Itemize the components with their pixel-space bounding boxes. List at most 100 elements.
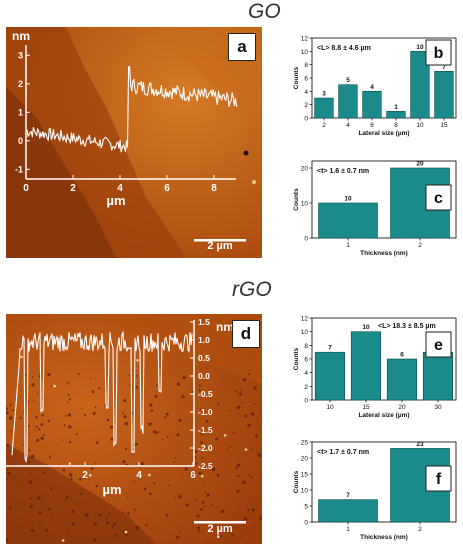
profile-ytick-label: 1.5: [198, 317, 210, 327]
bar-value-label: 6: [400, 352, 404, 359]
go-title: GO: [248, 0, 281, 23]
profile-ytick-label: 3: [18, 50, 23, 60]
afm-image-go: 3 2 1 0 -1 0 2 4 6 8 µm nm 2 µm a: [6, 27, 262, 258]
xtick-label: 6: [370, 122, 374, 129]
xtick-label: 2: [322, 122, 326, 129]
ytick-label: 20: [301, 166, 309, 173]
profile-y-axis-label: nm: [216, 320, 234, 334]
xtick-label: 20: [398, 404, 406, 411]
profile-ytick-label: 0: [18, 136, 23, 146]
xtick-label: 1: [346, 242, 350, 249]
histogram-lateral-size-rgo: 0246810127101015620730Lateral size (µm)C…: [290, 312, 460, 422]
histogram-thickness-rgo: 0 5 10 15 20 25 7 1 23 2 Thickness (nm) Counts <t> 1…: [290, 436, 460, 544]
bar-value-label: 10: [416, 44, 424, 51]
bar-value-label: 3: [322, 91, 326, 98]
y-axis-label: Counts: [293, 347, 300, 370]
profile-ytick-label: -2.0: [198, 443, 213, 453]
rgo-title: rGO: [232, 278, 272, 301]
panel-label-box: [425, 465, 452, 492]
mean-annotation: <L> 8.8 ± 4.6 µm: [317, 45, 371, 52]
profile-ytick-label: -1.5: [198, 425, 213, 435]
ytick-label: 0: [304, 398, 308, 405]
profile-ytick-label: 0.0: [198, 371, 210, 381]
mean-annotation: <t> 1.7 ± 0.7 nm: [317, 449, 369, 456]
ytick-label: 0: [304, 236, 308, 243]
afm-topography-rgo: 1.51.00.50.0-0.5-1.0-1.5-2.0-2.52 4 6µmnm …: [6, 314, 262, 544]
profile-ytick-label: 2: [18, 79, 23, 89]
ytick-label: 10: [301, 201, 309, 208]
panel-label-d: d: [232, 320, 260, 348]
ytick-label: 4: [304, 89, 308, 96]
mean-annotation: <t> 1.6 ± 0.7 nm: [317, 168, 369, 175]
xtick-label: 30: [434, 404, 442, 411]
histogram-bar: [362, 90, 382, 119]
x-axis-label: Thickness (nm): [360, 534, 408, 541]
bar-value-label: 4: [370, 84, 374, 91]
xtick-label: 10: [416, 122, 424, 129]
histogram-bar: [350, 331, 382, 401]
ytick-label: 15: [301, 472, 309, 479]
ytick-label: 2: [304, 384, 308, 391]
bar-value-label: 5: [346, 77, 350, 84]
ytick-label: 20: [301, 456, 309, 463]
profile-axes-rgo: 1.5 1.0 0.5 0.0 -0.5 -1.0 -1.5 -2.0 -2.5 2 4 6 µm nm: [6, 317, 234, 497]
bar-value-label: 7: [346, 492, 350, 499]
plot-frame: [311, 160, 457, 239]
panel-label-box: [425, 39, 452, 66]
scalebar-go: [194, 239, 246, 242]
panel-label-box: [425, 184, 452, 211]
scalebar-rgo: [194, 521, 246, 524]
mean-annotation: <L> 18.3 ± 8.5 µm: [378, 323, 436, 330]
histogram-bar: [338, 84, 358, 119]
histogram-thickness-go: 0 10 20 10 1 20 2 Thickness (nm) Counts <t> 1.6 ±…: [290, 155, 460, 260]
bar-value-label: 10: [344, 196, 352, 203]
y-axis-label: Counts: [293, 470, 300, 493]
histogram-bar: [422, 351, 453, 401]
histogram-bar: [318, 202, 378, 239]
ytick-label: 0: [304, 520, 308, 527]
profile-xtick-label: 4: [117, 183, 123, 194]
histogram-bar: [386, 111, 406, 119]
profile-ytick-label: -1.0: [198, 407, 213, 417]
bar-value-label: 10: [362, 324, 370, 331]
y-axis-label: Counts: [293, 188, 300, 211]
xtick-label: 2: [418, 526, 422, 533]
ytick-label: 10: [301, 329, 309, 336]
histogram-bar: [434, 70, 454, 119]
ytick-label: 0: [304, 116, 308, 123]
profile-xtick-label: 2: [70, 183, 76, 194]
bar-value-label: 23: [416, 441, 424, 448]
profile-xtick-label: 4: [136, 470, 142, 481]
x-axis-label: Thickness (nm): [360, 250, 408, 257]
xtick-label: 15: [362, 404, 370, 411]
afm-speckles-rgo: [6, 355, 262, 544]
profile-y-axis-label: nm: [12, 29, 30, 43]
scalebar-label-rgo: 2 µm: [207, 523, 233, 535]
panel-label: e: [434, 337, 443, 354]
profile-xtick-label: 8: [211, 183, 217, 194]
profile-x-axis-label: µm: [106, 193, 125, 208]
ytick-label: 8: [304, 343, 308, 350]
bar-value-label: 1: [394, 104, 398, 111]
panel-label: f: [436, 471, 442, 488]
profile-ytick-label: -2.5: [198, 461, 213, 471]
ytick-label: 2: [304, 102, 308, 109]
bar-value-label: 7: [442, 64, 446, 71]
profile-ytick-label: 1.0: [198, 335, 210, 345]
panel-label: b: [434, 45, 444, 62]
xtick-label: 15: [440, 122, 448, 129]
profile-ytick-label: -0.5: [198, 389, 213, 399]
histogram-svg: 0 2 4 6 8 10 12 3 2 5 4 4 6 1 8 10 10 7 15 Lateral size (µm…: [293, 36, 457, 137]
histogram-lateral-size-go: 0 2 4 6 8 10 12 3 2 5 4 4 6 1 8 10 10 7 15 Lateral size (µm…: [290, 32, 460, 140]
profile-xtick-label: 6: [190, 470, 196, 481]
profile-xtick-label: 2: [82, 470, 88, 481]
xtick-label: 8: [394, 122, 398, 129]
ytick-label: 12: [301, 316, 309, 323]
x-axis-label: Lateral size (µm): [358, 130, 409, 137]
y-axis-label: Counts: [293, 66, 300, 89]
profile-x-axis-label: µm: [102, 482, 121, 497]
ytick-label: 5: [304, 504, 308, 511]
xtick-label: 4: [346, 122, 350, 129]
